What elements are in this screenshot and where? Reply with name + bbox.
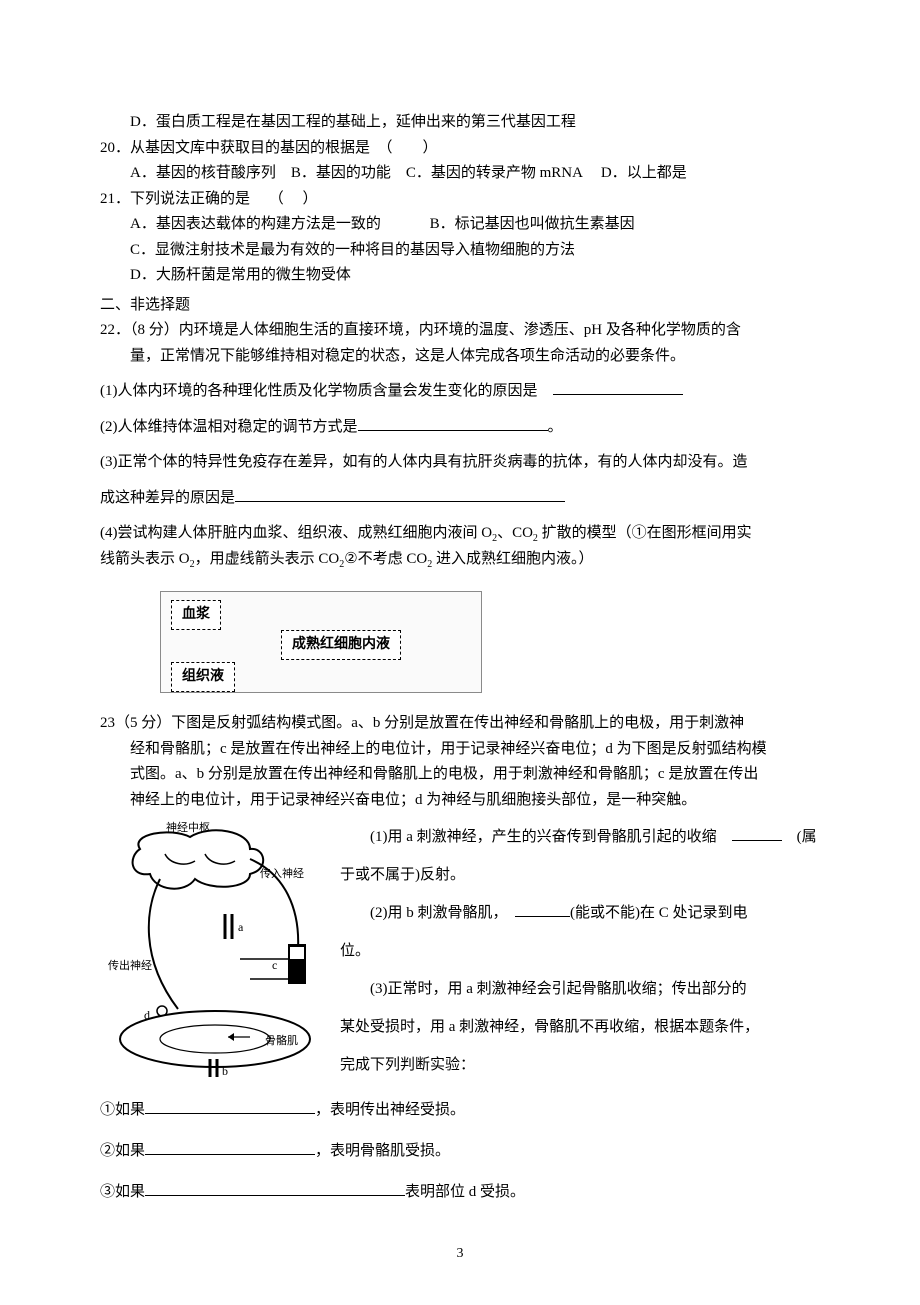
q22-p4-seg4: 线箭头表示 O (100, 551, 190, 567)
q21-option-c: C．显微注射技术是最为有效的一种将目的基因导入植物细胞的方法 (100, 238, 820, 264)
q23-part3a: (3)正常时，用 a 刺激神经会引起骨骼肌收缩；传出部分的 (340, 971, 820, 1007)
q22-box-plasma: 血浆 (171, 600, 221, 630)
q23-stem-line3: 式图。a、b 分别是放置在传出神经和骨骼肌上的电极，用于刺激神经和骨骼肌；c 是… (100, 762, 820, 788)
q23-sub3-lead: ③如果 (100, 1184, 145, 1200)
q21-option-b: B．标记基因也叫做抗生素基因 (430, 216, 635, 232)
page-root: D．蛋白质工程是在基因工程的基础上，延伸出来的第三代基因工程 20．从基因文库中… (0, 0, 920, 1305)
section-2-heading: 二、非选择题 (100, 293, 820, 319)
fig-label-efferent: 传出神经 (108, 958, 152, 972)
q23-right-text: (1)用 a 刺激神经，产生的兴奋传到骨骼肌引起的收缩 (属 于或不属于)反射。… (340, 819, 820, 1085)
q22-part3-lead: 成这种差异的原因是 (100, 490, 235, 506)
q22-p4-seg2: 、CO (497, 525, 533, 541)
fig-label-afferent: 传入神经 (260, 866, 304, 880)
q22-part4-line2: 线箭头表示 O2，用虚线箭头表示 CO2②不考虑 CO2 进入成熟红细胞内液。） (100, 547, 820, 573)
q22-part2: (2)人体维持体温相对稳定的调节方式是 。 (100, 415, 820, 441)
q22-box-tissue: 组织液 (171, 662, 235, 692)
q23-part2b: 位。 (340, 933, 820, 969)
q23-sub1: ①如果 ，表明传出神经受损。 (100, 1091, 820, 1130)
q23-p1-a: (1)用 a 刺激神经，产生的兴奋传到骨骼肌引起的收缩 (370, 829, 732, 845)
page-number: 3 (100, 1242, 820, 1266)
q-prev-option-d: D．蛋白质工程是在基因工程的基础上，延伸出来的第三代基因工程 (100, 110, 820, 136)
q22-diagram: 血浆 成熟红细胞内液 组织液 (160, 591, 482, 693)
q22-stem-line1: 22．（8 分）内环境是人体细胞生活的直接环境，内环境的温度、渗透压、pH 及各… (100, 318, 820, 344)
svg-text:a: a (238, 920, 244, 934)
blank-fill (732, 825, 782, 841)
q23-p1-b: (属 (782, 829, 817, 845)
q23-subquestions: ①如果 ，表明传出神经受损。 ②如果 ，表明骨骼肌受损。 ③如果 表明部位 d 受损。 (100, 1091, 820, 1212)
q22-part1: (1)人体内环境的各种理化性质及化学物质含量会发生变化的原因是 (100, 379, 820, 405)
svg-text:b: b (222, 1064, 228, 1078)
reflex-arc-svg: 神经中枢 传入神经 传出神经 a c (100, 819, 330, 1079)
q21-option-a: A．基因表达载体的构建方法是一致的 (130, 216, 381, 232)
svg-text:c: c (272, 958, 277, 972)
q22-p4-seg5: ，用虚线箭头表示 CO (195, 551, 340, 567)
q23-stem-line1: 23（5 分）下图是反射弧结构模式图。a、b 分别是放置在传出神经和骨骼肌上的电… (100, 711, 820, 737)
q23-sub3: ③如果 表明部位 d 受损。 (100, 1173, 820, 1212)
q22-p4-seg3: 扩散的模型（①在图形框间用实 (538, 525, 752, 541)
q23-figure: 神经中枢 传入神经 传出神经 a c (100, 819, 330, 1089)
q20-options: A．基因的核苷酸序列 B．基因的功能 C．基因的转录产物 mRNA D．以上都是 (100, 161, 820, 187)
blank-fill (235, 486, 565, 502)
q23-part2: (2)用 b 刺激骨骼肌， (能或不能)在 C 处记录到电 (340, 895, 820, 931)
q20-stem: 20．从基因文库中获取目的基因的根据是 （ ） (100, 136, 820, 162)
q23-body: 神经中枢 传入神经 传出神经 a c (100, 819, 820, 1089)
q22-part3-line2: 成这种差异的原因是 (100, 486, 820, 512)
q23-part3b: 某处受损时，用 a 刺激神经，骨骼肌不再收缩，根据本题条件， (340, 1009, 820, 1045)
q23-p2-a: (2)用 b 刺激骨骼肌， (370, 905, 515, 921)
q23-part1b: 于或不属于)反射。 (340, 857, 820, 893)
q23-stem-line4: 神经上的电位计，用于记录神经兴奋电位；d 为神经与肌细胞接头部位，是一种突触。 (100, 788, 820, 814)
q22-part2-tail: 。 (548, 419, 563, 435)
q23-sub3-tail: 表明部位 d 受损。 (405, 1184, 525, 1200)
q23-sub1-lead: ①如果 (100, 1102, 145, 1118)
q22-p4-seg1: (4)尝试构建人体肝脏内血浆、组织液、成熟红细胞内液间 O (100, 525, 492, 541)
q23-p2-b: (能或不能)在 C 处记录到电 (570, 905, 748, 921)
q21-stem: 21．下列说法正确的是 （ ） (100, 187, 820, 213)
fig-label-muscle: 骨骼肌 (265, 1033, 298, 1047)
q21-option-d: D．大肠杆菌是常用的微生物受体 (100, 263, 820, 289)
q23-sub2: ②如果 ，表明骨骼肌受损。 (100, 1132, 820, 1171)
q22-part4-line1: (4)尝试构建人体肝脏内血浆、组织液、成熟红细胞内液间 O2、CO2 扩散的模型… (100, 521, 820, 547)
q22-part3-line1: (3)正常个体的特异性免疫存在差异，如有的人体内具有抗肝炎病毒的抗体，有的人体内… (100, 450, 820, 476)
q23-sub2-tail: ，表明骨骼肌受损。 (315, 1143, 450, 1159)
blank-fill (358, 415, 548, 431)
q22-p4-seg6: ②不考虑 CO (344, 551, 427, 567)
q21-row1: A．基因表达载体的构建方法是一致的 B．标记基因也叫做抗生素基因 (100, 212, 820, 238)
q23-part3c: 完成下列判断实验： (340, 1047, 820, 1083)
q22-stem-line2: 量，正常情况下能够维持相对稳定的状态，这是人体完成各项生命活动的必要条件。 (100, 344, 820, 370)
blank-fill (145, 1098, 315, 1114)
blank-fill (553, 379, 683, 395)
q23-sub1-tail: ，表明传出神经受损。 (315, 1102, 465, 1118)
q23-stem-line2: 经和骨骼肌；c 是放置在传出神经上的电位计，用于记录神经兴奋电位；d 为下图是反… (100, 737, 820, 763)
q22-part1-text: (1)人体内环境的各种理化性质及化学物质含量会发生变化的原因是 (100, 383, 553, 399)
q23-part1: (1)用 a 刺激神经，产生的兴奋传到骨骼肌引起的收缩 (属 (340, 819, 820, 855)
q22-box-rbc: 成熟红细胞内液 (281, 630, 401, 660)
blank-fill (145, 1139, 315, 1155)
blank-fill (145, 1180, 405, 1196)
blank-fill (515, 901, 570, 917)
q23-sub2-lead: ②如果 (100, 1143, 145, 1159)
q22-p4-seg7: 进入成熟红细胞内液。） (432, 551, 593, 567)
q22-part2-text: (2)人体维持体温相对稳定的调节方式是 (100, 419, 358, 435)
